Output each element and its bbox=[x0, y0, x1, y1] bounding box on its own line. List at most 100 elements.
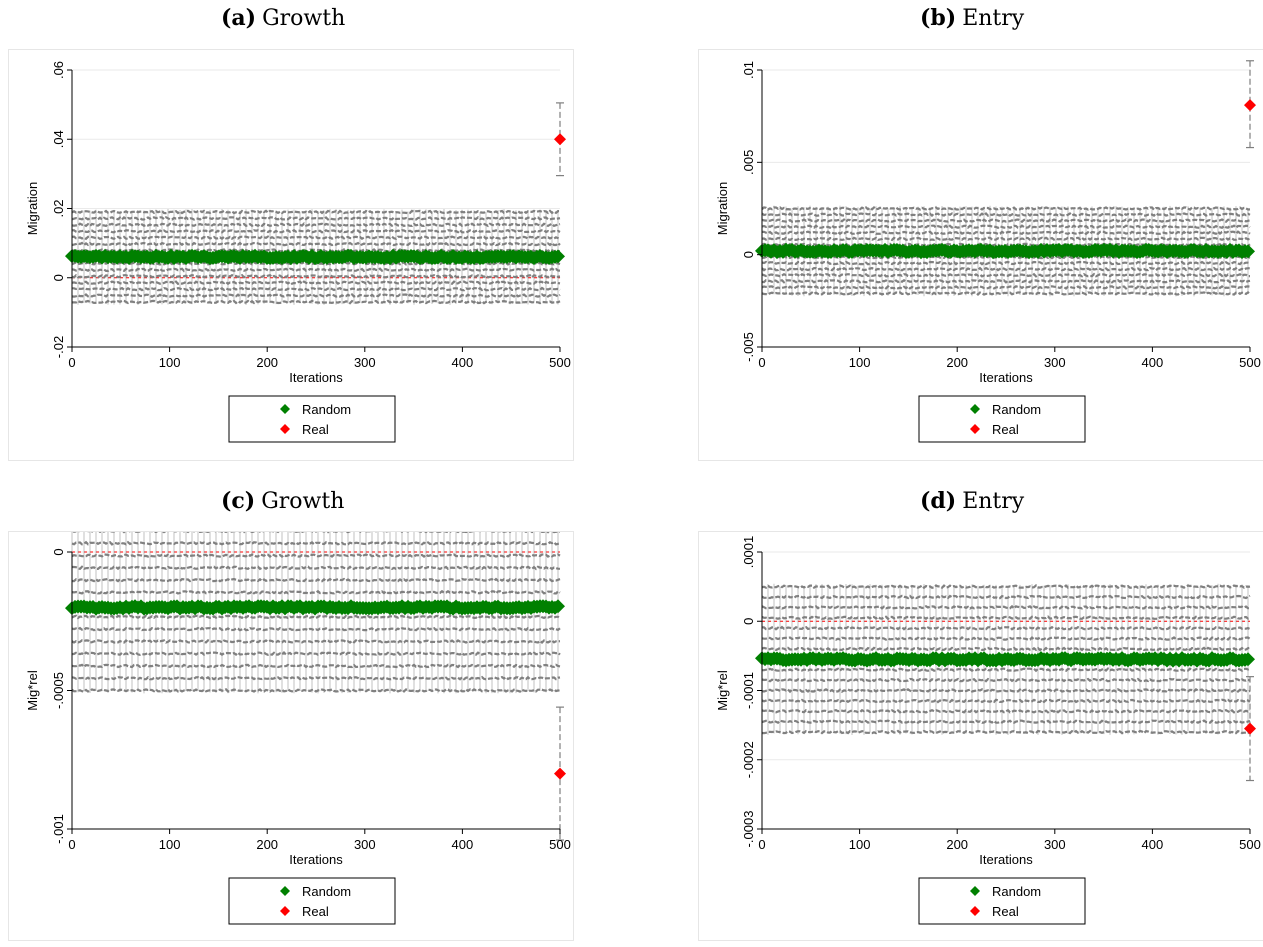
ci-whisker-line bbox=[762, 617, 1250, 619]
ci-whisker-line bbox=[762, 586, 1250, 588]
ci-whisker-line bbox=[762, 268, 1250, 270]
x-tick-label: 0 bbox=[758, 355, 765, 370]
ci-whisker-line bbox=[762, 679, 1250, 681]
panel-a-title: Growth bbox=[262, 6, 345, 31]
ci-whisker-line bbox=[762, 648, 1250, 650]
legend-label: Real bbox=[302, 422, 329, 437]
ci-whisker-line bbox=[72, 275, 560, 277]
y-tick-label: 0 bbox=[51, 548, 66, 555]
y-tick-label: .0001 bbox=[741, 536, 756, 569]
ci-whisker-line bbox=[762, 207, 1250, 209]
ci-whisker-line bbox=[72, 237, 560, 239]
panel-c-caption: (c)Growth bbox=[221, 488, 344, 514]
ci-whisker-line bbox=[72, 616, 560, 618]
ci-whisker-line bbox=[72, 640, 560, 642]
ci-whisker-line bbox=[72, 677, 560, 679]
x-tick-label: 0 bbox=[758, 837, 765, 852]
y-tick-label: .02 bbox=[51, 199, 66, 217]
ci-whisker-line bbox=[762, 214, 1250, 216]
ci-whisker-line bbox=[72, 282, 560, 284]
legend-label: Random bbox=[992, 402, 1041, 417]
ci-whisker-line bbox=[762, 606, 1250, 608]
real-point bbox=[554, 133, 566, 145]
panel-d-caption: (d)Entry bbox=[920, 488, 1024, 514]
panel-c-title: Growth bbox=[261, 489, 344, 514]
x-tick-label: 500 bbox=[549, 355, 571, 370]
panel-d-letter: (d) bbox=[920, 488, 956, 514]
ci-whisker-line bbox=[762, 292, 1250, 294]
ci-whisker-line bbox=[72, 542, 560, 544]
y-tick-label: -.02 bbox=[51, 336, 66, 358]
y-tick-label: -.0005 bbox=[51, 672, 66, 709]
legend-label: Random bbox=[302, 402, 351, 417]
x-tick-label: 200 bbox=[946, 355, 968, 370]
x-tick-label: 300 bbox=[354, 837, 376, 852]
ci-whisker-line bbox=[72, 591, 560, 593]
real-point bbox=[1244, 99, 1256, 111]
ci-whisker-line bbox=[72, 230, 560, 232]
ci-whisker-line bbox=[72, 217, 560, 219]
x-tick-label: 400 bbox=[1142, 837, 1164, 852]
panel-b-title: Entry bbox=[962, 6, 1024, 31]
y-tick-label: .06 bbox=[51, 61, 66, 79]
ci-whisker-line bbox=[72, 579, 560, 581]
ci-whisker-line bbox=[762, 220, 1250, 222]
y-tick-label: .01 bbox=[741, 61, 756, 79]
x-tick-label: 300 bbox=[1044, 837, 1066, 852]
ci-whisker-line bbox=[72, 295, 560, 297]
x-tick-label: 200 bbox=[946, 837, 968, 852]
ci-whisker-line bbox=[762, 232, 1250, 234]
x-tick-label: 400 bbox=[1142, 355, 1164, 370]
x-axis-label: Iterations bbox=[289, 370, 343, 385]
ci-whisker-line bbox=[762, 700, 1250, 702]
y-tick-label: 0 bbox=[51, 274, 66, 281]
ci-whisker-line bbox=[762, 226, 1250, 228]
x-tick-label: 100 bbox=[849, 355, 871, 370]
x-tick-label: 100 bbox=[159, 355, 181, 370]
panel-a-letter: (a) bbox=[221, 5, 256, 31]
ci-whisker-line bbox=[762, 721, 1250, 723]
ci-whisker-line bbox=[762, 596, 1250, 598]
legend-label: Random bbox=[992, 884, 1041, 899]
x-tick-label: 100 bbox=[159, 837, 181, 852]
legend-label: Real bbox=[992, 904, 1019, 919]
ci-whisker-line bbox=[762, 280, 1250, 282]
y-axis-label: Mig*rel bbox=[25, 670, 40, 711]
ci-whisker-line bbox=[762, 274, 1250, 276]
ci-whisker-line bbox=[762, 710, 1250, 712]
real-point bbox=[554, 768, 566, 780]
ci-whisker-line bbox=[762, 262, 1250, 264]
ci-whisker-line bbox=[72, 243, 560, 245]
y-axis-label: Mig*rel bbox=[715, 670, 730, 711]
ci-whisker-line bbox=[72, 689, 560, 691]
y-tick-label: -.0001 bbox=[741, 672, 756, 709]
y-tick-label: 0 bbox=[741, 618, 756, 625]
x-tick-label: 500 bbox=[1239, 355, 1261, 370]
x-tick-label: 0 bbox=[68, 355, 75, 370]
y-tick-label: .04 bbox=[51, 130, 66, 148]
x-tick-label: 400 bbox=[452, 355, 474, 370]
y-tick-label: -.001 bbox=[51, 814, 66, 844]
y-tick-label: -.0002 bbox=[741, 741, 756, 778]
ci-whisker-line bbox=[72, 628, 560, 630]
x-tick-label: 500 bbox=[1239, 837, 1261, 852]
ci-whisker-line bbox=[762, 638, 1250, 640]
ci-whisker-line bbox=[762, 731, 1250, 733]
y-axis-label: Migration bbox=[25, 182, 40, 235]
ci-whisker-line bbox=[72, 555, 560, 557]
x-tick-label: 300 bbox=[354, 355, 376, 370]
legend-label: Real bbox=[302, 904, 329, 919]
ci-whisker-line bbox=[72, 211, 560, 213]
panel-d-title: Entry bbox=[962, 489, 1024, 514]
y-tick-label: .005 bbox=[741, 150, 756, 175]
x-tick-label: 0 bbox=[68, 837, 75, 852]
x-axis-label: Iterations bbox=[289, 852, 343, 867]
x-axis-label: Iterations bbox=[979, 852, 1033, 867]
